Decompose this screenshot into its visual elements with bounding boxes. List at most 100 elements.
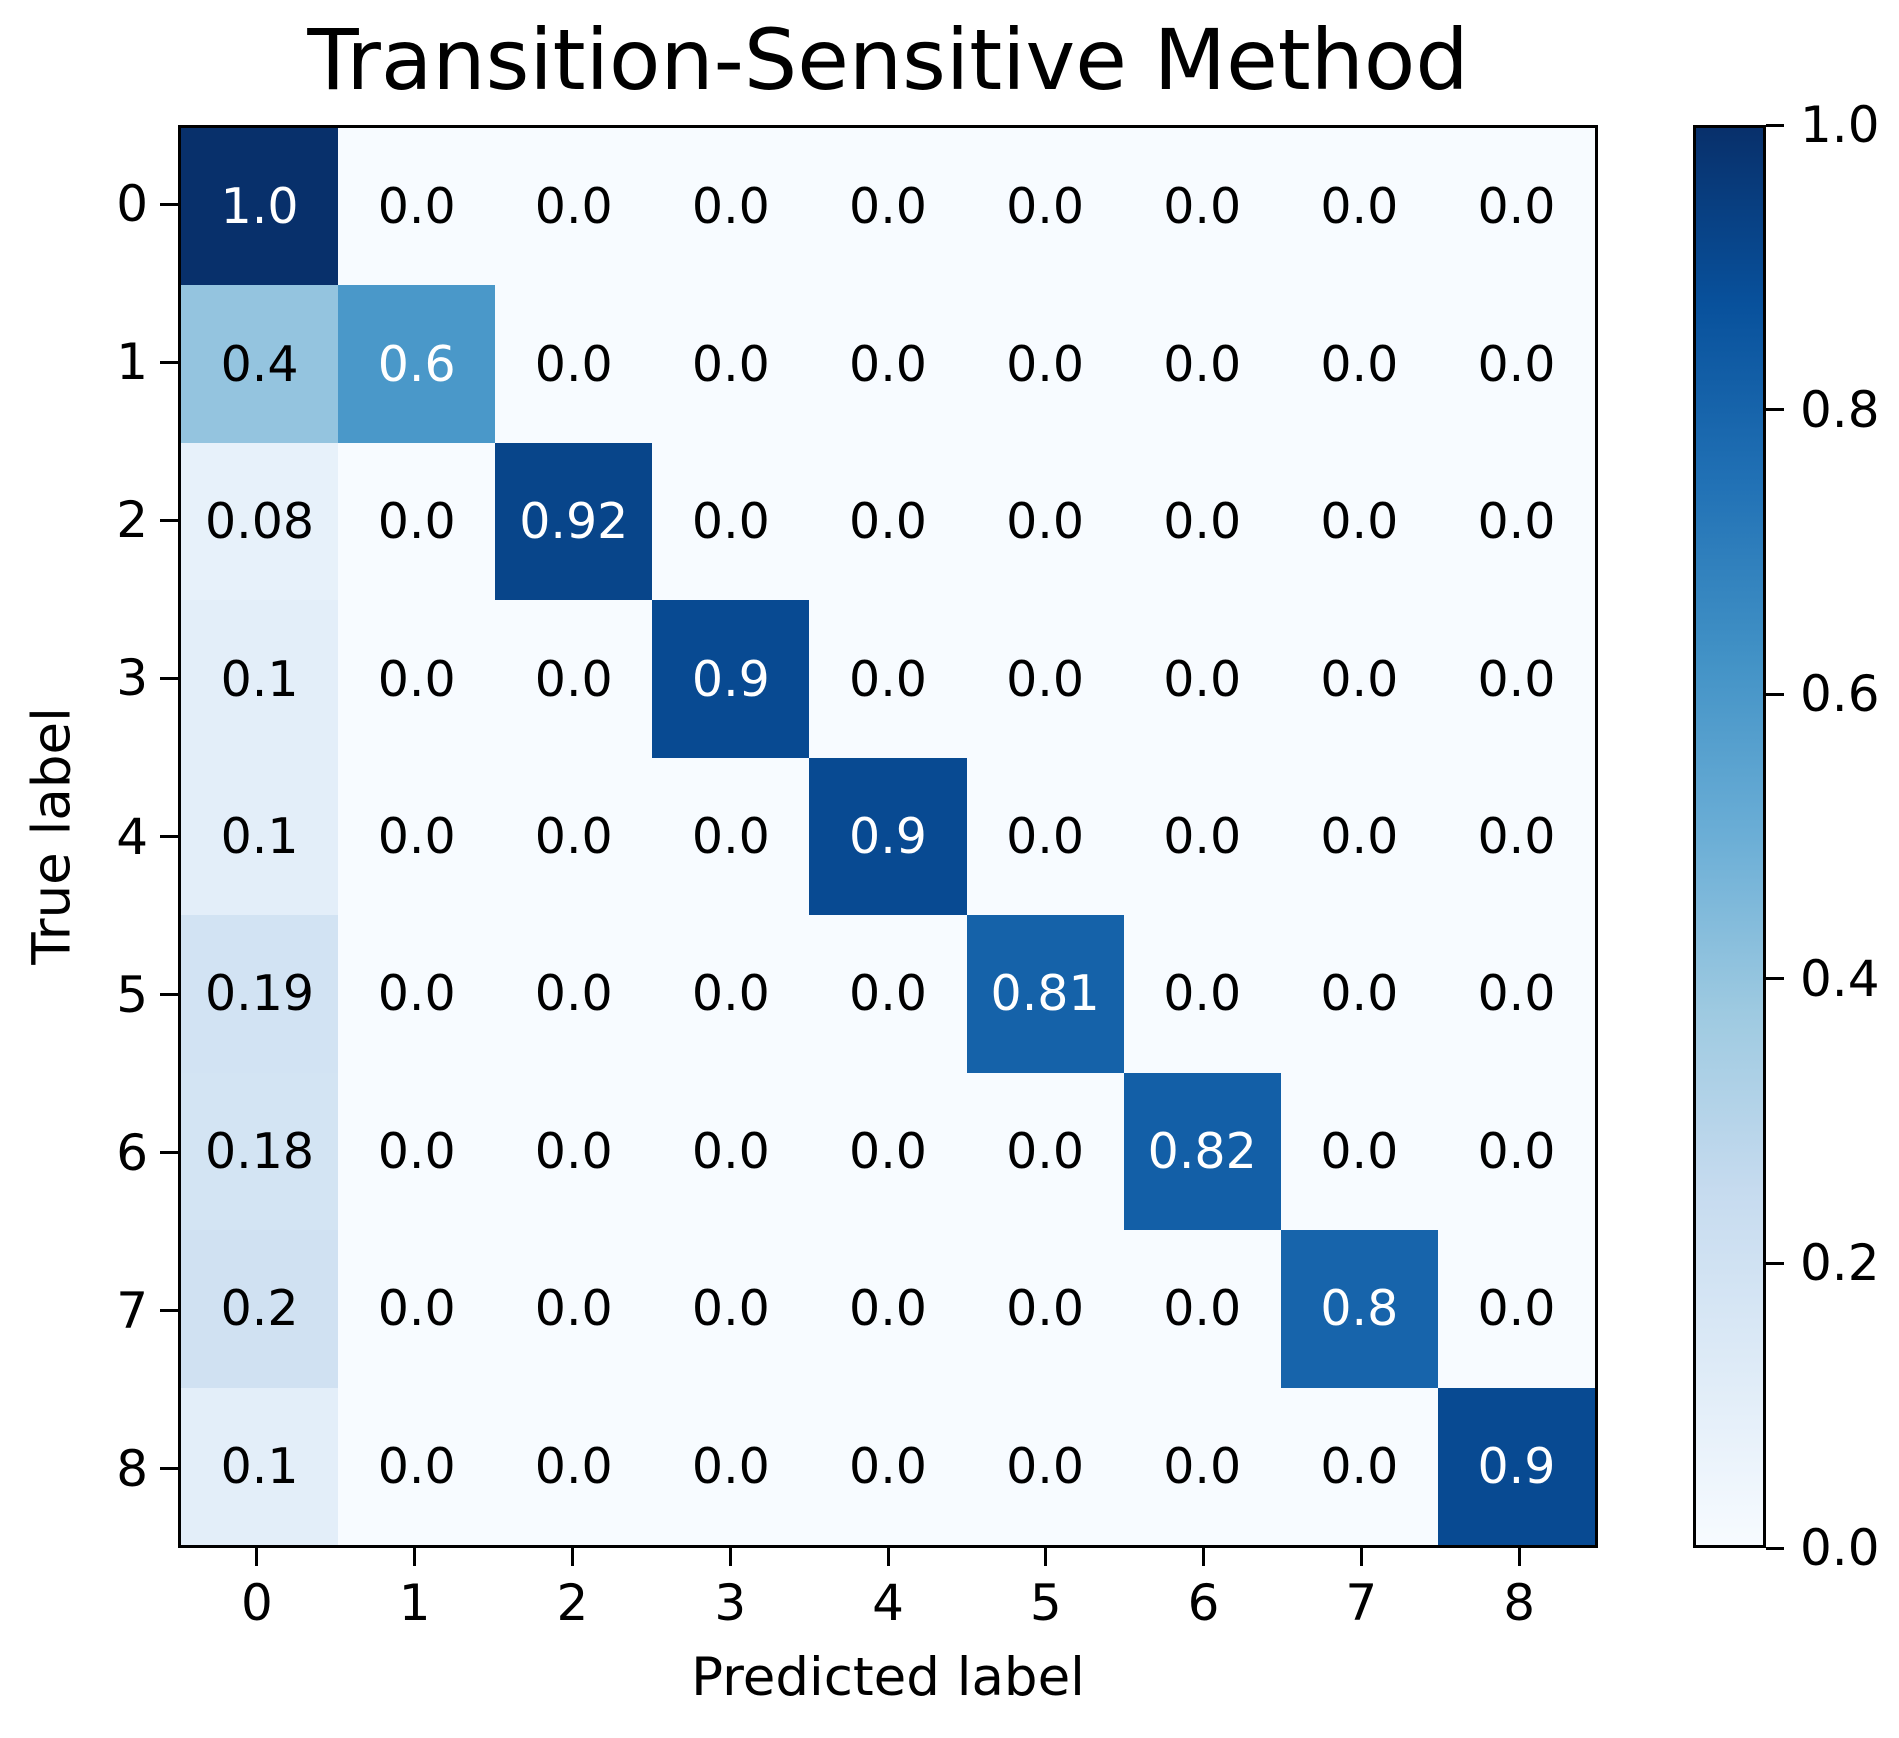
matrix-cell: 0.0	[1123, 915, 1281, 1073]
y-tick-label: 1	[116, 333, 148, 392]
colorbar-tick-mark	[1766, 1261, 1784, 1265]
x-tick-mark	[1044, 1548, 1048, 1566]
matrix-cell: 0.0	[1437, 1072, 1595, 1231]
x-tick-label: 8	[1503, 1574, 1536, 1632]
matrix-cell: 0.2	[181, 1230, 339, 1388]
y-tick-mark	[160, 1467, 178, 1471]
colorbar-tick-mark	[1766, 123, 1784, 127]
matrix-cell: 0.0	[809, 600, 967, 758]
matrix-cell: 0.0	[966, 128, 1124, 286]
colorbar-tick-label: 1.0	[1800, 96, 1880, 154]
matrix-cell: 0.0	[1280, 1072, 1438, 1231]
matrix-cell: 0.0	[1437, 600, 1595, 758]
x-tick-label: 6	[1187, 1574, 1220, 1632]
x-tick-mark	[413, 1548, 417, 1566]
matrix-cell: 0.0	[495, 1072, 653, 1231]
matrix-cell: 0.92	[495, 442, 653, 601]
matrix-cell: 0.0	[652, 128, 810, 286]
matrix-cell: 0.0	[1123, 1230, 1281, 1388]
matrix-cell: 0.0	[1123, 442, 1281, 601]
colorbar-tick-mark	[1766, 692, 1784, 696]
matrix-cell: 1.0	[181, 128, 339, 286]
x-tick-label: 4	[872, 1574, 904, 1632]
matrix-cell: 0.0	[809, 1072, 967, 1231]
matrix-cell: 0.0	[1437, 1230, 1595, 1388]
matrix-cell: 0.0	[1437, 128, 1595, 286]
matrix-cell: 0.0	[652, 1072, 810, 1231]
matrix-cell: 0.82	[1123, 1072, 1281, 1231]
x-tick-mark	[1359, 1548, 1363, 1566]
y-tick-label: 0	[116, 175, 148, 234]
matrix-cell: 0.19	[181, 915, 339, 1073]
y-tick-label: 7	[116, 1281, 148, 1340]
matrix-cell: 0.0	[495, 915, 653, 1073]
matrix-cell: 0.0	[338, 442, 496, 601]
matrix-cell: 0.0	[1280, 600, 1438, 758]
matrix-cell: 0.0	[495, 757, 653, 916]
matrix-cell: 0.0	[966, 600, 1124, 758]
matrix-cell: 0.0	[1437, 285, 1595, 443]
matrix-cell: 0.0	[809, 128, 967, 286]
matrix-cell: 0.9	[1437, 1387, 1595, 1545]
x-tick-label: 2	[556, 1574, 589, 1632]
x-tick-label: 1	[398, 1574, 431, 1632]
y-tick-mark	[160, 202, 178, 206]
matrix-cell: 0.0	[1437, 442, 1595, 601]
matrix-cell: 0.0	[1123, 757, 1281, 916]
matrix-cell: 0.0	[809, 285, 967, 443]
matrix-cell: 0.1	[181, 600, 339, 758]
y-tick-label: 5	[116, 965, 148, 1024]
x-tick-mark	[886, 1548, 890, 1566]
y-tick-label: 8	[116, 1439, 148, 1498]
x-tick-mark	[728, 1548, 732, 1566]
matrix-cell: 0.0	[1280, 128, 1438, 286]
matrix-cell: 0.18	[181, 1072, 339, 1231]
colorbar-tick-mark	[1766, 1546, 1784, 1550]
matrix-cell: 0.0	[338, 1230, 496, 1388]
colorbar-tick-label: 0.2	[1800, 1234, 1880, 1293]
matrix-cell: 0.0	[652, 757, 810, 916]
colorbar-tick-mark	[1766, 977, 1784, 981]
matrix-cell: 0.0	[1123, 285, 1281, 443]
x-tick-mark	[570, 1548, 574, 1566]
colorbar-tick-mark	[1766, 408, 1784, 412]
x-tick-mark	[1517, 1548, 1521, 1566]
y-tick-mark	[160, 1309, 178, 1313]
colorbar-tick-label: 0.8	[1800, 380, 1880, 439]
matrix-cell: 0.0	[966, 1230, 1124, 1388]
matrix-cell: 0.0	[338, 915, 496, 1073]
matrix-cell: 0.0	[1280, 757, 1438, 916]
matrix-cell: 0.0	[809, 1387, 967, 1545]
y-tick-mark	[160, 1151, 178, 1155]
y-tick-mark	[160, 835, 178, 838]
matrix-cell: 0.0	[1280, 915, 1438, 1073]
matrix-cell: 0.0	[1280, 442, 1438, 601]
y-tick-label: 2	[116, 491, 148, 550]
matrix-cell: 0.0	[1123, 600, 1281, 758]
matrix-cell: 0.0	[966, 1072, 1124, 1231]
x-tick-mark	[1202, 1548, 1206, 1566]
matrix-cell: 0.0	[338, 757, 496, 916]
matrix-cell: 0.0	[966, 757, 1124, 916]
x-tick-label: 7	[1345, 1574, 1378, 1632]
matrix-cell: 0.0	[338, 1072, 496, 1231]
matrix-cell: 0.08	[181, 442, 339, 601]
matrix-cell: 0.9	[809, 757, 967, 916]
colorbar-tick-label: 0.4	[1800, 949, 1880, 1008]
matrix-cell: 0.0	[1437, 915, 1595, 1073]
matrix-cell: 0.8	[1280, 1230, 1438, 1388]
y-tick-label: 3	[116, 649, 148, 708]
x-axis-label: Predicted label	[691, 1647, 1085, 1708]
matrix-cell: 0.0	[652, 1387, 810, 1545]
y-tick-mark	[160, 360, 178, 364]
y-tick-mark	[160, 993, 178, 997]
matrix-cell: 0.0	[652, 442, 810, 601]
matrix-cell: 0.0	[1123, 128, 1281, 286]
matrix-cell: 0.0	[1123, 1387, 1281, 1545]
matrix-cell: 0.1	[181, 757, 339, 916]
colorbar-tick-label: 0.6	[1800, 665, 1880, 724]
matrix-cell: 0.0	[966, 442, 1124, 601]
matrix-cell: 0.0	[495, 600, 653, 758]
matrix-cell: 0.0	[809, 442, 967, 601]
